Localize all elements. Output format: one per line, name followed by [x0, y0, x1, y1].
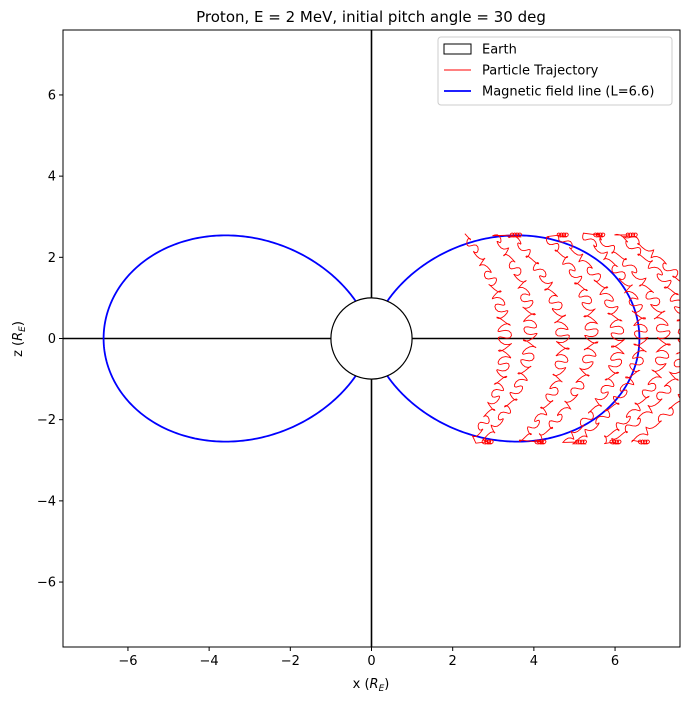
x-tick-label: −6 [118, 654, 137, 669]
x-tick-label: 0 [367, 654, 375, 669]
y-tick-label: −6 [37, 576, 56, 591]
y-tick-label: −2 [37, 413, 56, 428]
x-tick-label: −4 [200, 654, 219, 669]
chart-title: Proton, E = 2 MeV, initial pitch angle =… [196, 8, 546, 26]
x-axis-label: x (RE) [353, 677, 390, 694]
field-line-west [102, 234, 357, 443]
legend-label: Earth [482, 43, 517, 58]
legend-box [437, 36, 673, 106]
tick-layer: −6 −4 −2 0 2 4 6 −6 −4 −2 0 2 4 6 [37, 88, 619, 669]
y-axis-label: z (RE) [11, 321, 28, 357]
plot-area [63, 30, 680, 647]
legend: Earth Particle Trajectory Magnetic field l… [437, 36, 673, 106]
y-tick-label: 6 [48, 88, 56, 103]
earth-circle [330, 297, 413, 380]
y-tick-label: 0 [48, 332, 56, 347]
x-tick-label: 6 [611, 654, 619, 669]
legend-swatch-earth [443, 43, 472, 55]
legend-label: Magnetic field line (L=6.6) [482, 85, 654, 100]
y-tick-label: 2 [48, 251, 56, 266]
x-tick-label: −2 [281, 654, 300, 669]
legend-label: Particle Trajectory [482, 64, 599, 79]
y-tick-label: 4 [48, 170, 56, 185]
particle-trajectory [464, 232, 680, 445]
y-tick-label: −4 [37, 494, 56, 509]
x-tick-label: 4 [530, 654, 538, 669]
x-tick-label: 2 [449, 654, 457, 669]
